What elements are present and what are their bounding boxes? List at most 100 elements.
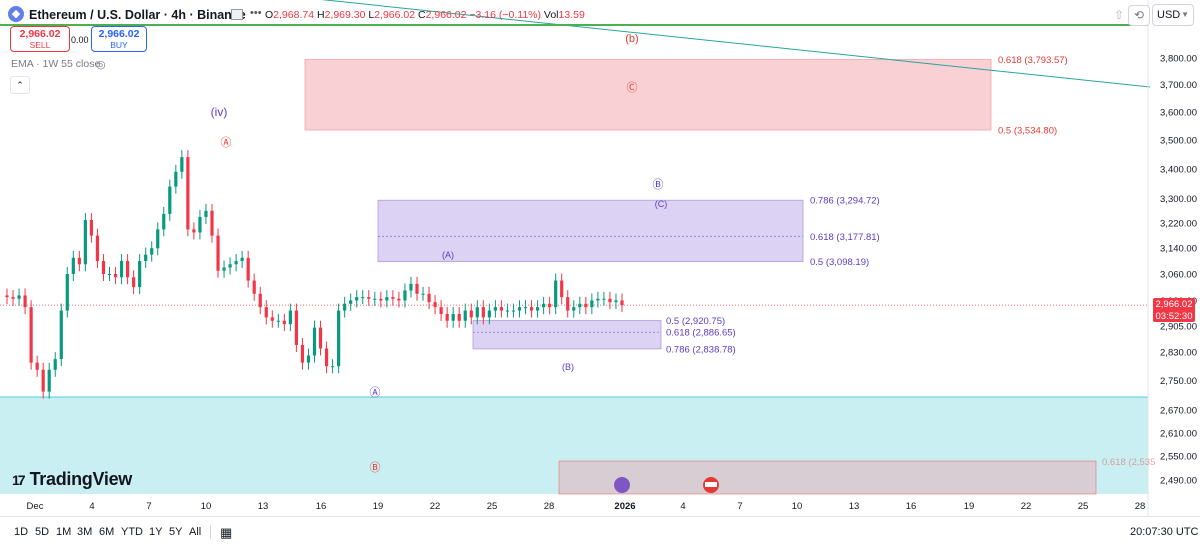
candle-body [445, 313, 449, 321]
clock-readout[interactable]: 20:07:30 UTC [1130, 526, 1199, 538]
x-tick-label: 10 [201, 501, 212, 512]
candle-body [234, 261, 238, 265]
candle-body [566, 297, 570, 311]
candle-body [463, 310, 467, 321]
high-value: 2,969.30 [324, 9, 366, 21]
candle-body [427, 293, 431, 303]
indicator-label[interactable]: EMA · 1W 55 close [11, 58, 101, 70]
candle-body [511, 310, 516, 312]
symbol-title[interactable]: Ethereum / U.S. Dollar · 4h · Binance [29, 8, 246, 22]
candle-body [355, 297, 359, 301]
range-ytd[interactable]: YTD [121, 526, 143, 538]
x-tick-label: 19 [373, 501, 384, 512]
chart-toggle-icon[interactable] [231, 9, 243, 20]
candle-body [493, 307, 497, 311]
candle-body [409, 283, 413, 291]
range-3m[interactable]: 3M [77, 526, 93, 538]
x-tick-label: 4 [89, 501, 94, 512]
more-dots-icon[interactable]: ••• [250, 7, 262, 19]
chevron-down-icon: ▼ [1181, 10, 1189, 19]
candle-body [132, 277, 136, 288]
candle-body [379, 298, 383, 301]
y-tick-label: 3,140.00 [1160, 244, 1197, 255]
range-6m[interactable]: 6M [99, 526, 115, 538]
arrow-up-icon[interactable]: ⇧ [1114, 8, 1125, 22]
candle-body [59, 310, 63, 360]
wave-label: Ⓑ [370, 461, 381, 474]
high-label: H [316, 9, 325, 21]
y-tick-label: 3,600.00 [1160, 107, 1197, 118]
wave-label: Ⓑ [653, 178, 664, 191]
fib-zone-red [304, 59, 992, 131]
candle-body [554, 280, 558, 308]
candle-body [517, 307, 522, 311]
y-tick-label: 2,490.00 [1160, 475, 1197, 486]
candle-body [469, 310, 473, 318]
volume-label: Vol [543, 9, 559, 21]
candle-body [367, 297, 371, 299]
candle-body [180, 157, 184, 172]
y-tick-label: 2,550.00 [1160, 451, 1197, 462]
sell-button[interactable]: 2,966.02 SELL [10, 26, 70, 52]
candle-body [590, 300, 594, 308]
candle-body [162, 213, 166, 230]
calendar-icon[interactable]: ▦ [220, 525, 233, 540]
candle-body [349, 300, 353, 304]
wave-label: Ⓒ [627, 81, 638, 94]
candle-body [71, 257, 75, 274]
y-tick-label: 3,400.00 [1160, 164, 1197, 175]
buy-label: BUY [110, 40, 128, 50]
open-label: O [265, 9, 274, 21]
fullscreen-icon[interactable]: ⟲ [1128, 5, 1150, 26]
wave-label: (C) [655, 199, 668, 209]
sell-price: 2,966.02 [19, 28, 61, 40]
candle-body [107, 274, 112, 275]
range-1d[interactable]: 1D [14, 526, 29, 538]
y-tick-label: 2,670.00 [1160, 406, 1197, 417]
close-value: 2,966.02 [425, 9, 467, 21]
candle-body [523, 307, 528, 309]
candle-body [17, 295, 21, 299]
candle-body [198, 216, 202, 233]
fib-level-label: 0.786 (3,294.72) [810, 196, 880, 207]
candle-body [83, 220, 87, 265]
candle-body [150, 248, 154, 255]
candle-body [306, 355, 311, 363]
bottom-toolbar: 1D 5D 1M 3M 6M YTD 1Y 5Y All ▦ 20:07:30 … [0, 516, 1200, 547]
fib-level-label: 0.5 (3,534.80) [998, 126, 1057, 137]
brand-name: TradingView [29, 469, 133, 489]
range-5y[interactable]: 5Y [169, 526, 183, 538]
candle-body [246, 257, 250, 281]
candle-body [192, 229, 196, 233]
range-1m[interactable]: 1M [56, 526, 72, 538]
candle-body [337, 310, 341, 367]
candle-body [101, 261, 106, 274]
range-5d[interactable]: 5D [35, 526, 50, 538]
x-tick-label: 25 [487, 501, 498, 512]
candle-body [481, 307, 485, 318]
candle-body [602, 298, 606, 300]
fib-level-label: 0.618 (2,535 [1102, 457, 1155, 468]
candle-body [156, 229, 160, 249]
candle-body [318, 327, 323, 349]
fib-level-label: 0.5 (3,098.19) [810, 257, 869, 268]
low-value: 2,966.02 [374, 9, 416, 21]
candle-body [529, 307, 534, 311]
y-tick-label: 3,300.00 [1160, 194, 1197, 205]
candle-body [119, 261, 124, 278]
currency-select[interactable]: USD ▼ [1152, 4, 1194, 26]
candle-body [240, 257, 244, 262]
candle-body [222, 267, 226, 271]
range-all[interactable]: All [189, 526, 202, 538]
range-1y[interactable]: 1Y [149, 526, 163, 538]
collapse-icon[interactable]: ⌃ [10, 76, 30, 94]
eye-off-icon[interactable]: ◎ [96, 59, 106, 71]
buy-button[interactable]: 2,966.02 BUY [91, 26, 147, 52]
candle-body [343, 303, 347, 311]
candle-body [204, 210, 208, 217]
fib-level-label: 0.5 (2,920.75) [666, 316, 725, 327]
candle-body [312, 327, 317, 356]
candle-body [487, 310, 491, 318]
candle-body [457, 313, 461, 321]
